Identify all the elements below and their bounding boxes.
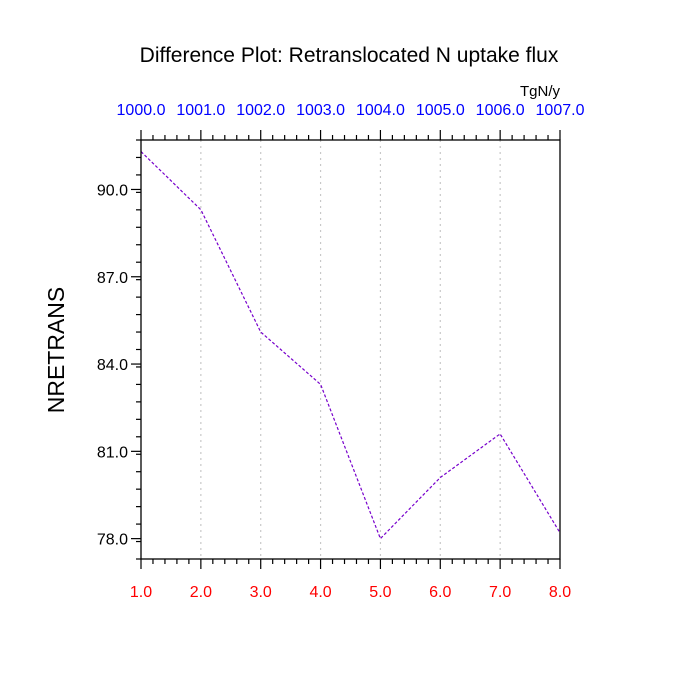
y-tick-label: 90.0: [97, 182, 128, 199]
x-tick-label: 1.0: [130, 584, 152, 601]
y-tick-label: 78.0: [97, 532, 128, 549]
x-tick-label: 3.0: [250, 584, 272, 601]
top-x-tick-label: 1000.0: [117, 102, 166, 119]
x-tick-label: 4.0: [309, 584, 331, 601]
x-tick-label: 6.0: [429, 584, 451, 601]
top-x-tick-label: 1007.0: [536, 102, 585, 119]
plot-frame: [140, 139, 561, 560]
top-x-tick-label: 1003.0: [296, 102, 345, 119]
units-label: TgN/y: [520, 83, 561, 100]
x-tick-label: 2.0: [190, 584, 212, 601]
grid-lines: [200, 140, 501, 559]
axis-ticks: [131, 130, 561, 569]
chart-title: Difference Plot: Retranslocated N uptake…: [140, 44, 559, 67]
tick-labels: 90.0 87.0 84.0 81.0 78.0 1.0 2.0 3.0 4.0 5.0 6.0 7.…: [97, 102, 585, 601]
x-tick-label: 8.0: [549, 584, 571, 601]
x-tick-label: 7.0: [489, 584, 511, 601]
top-x-tick-label: 1002.0: [236, 102, 285, 119]
y-axis-label: NRETRANS: [43, 287, 69, 414]
x-tick-label: 5.0: [369, 584, 391, 601]
top-x-tick-label: 1005.0: [416, 102, 465, 119]
y-tick-label: 87.0: [97, 270, 128, 287]
y-tick-label: 84.0: [97, 357, 128, 374]
top-x-tick-label: 1001.0: [176, 102, 225, 119]
top-x-tick-label: 1006.0: [476, 102, 525, 119]
top-x-tick-label: 1004.0: [356, 102, 405, 119]
series-line: [140, 151, 561, 540]
y-tick-label: 81.0: [97, 444, 128, 461]
series-lines: [140, 151, 561, 540]
